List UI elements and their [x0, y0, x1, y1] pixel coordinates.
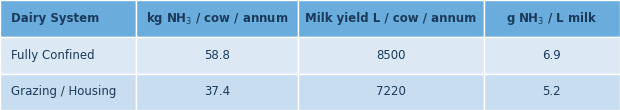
Bar [298, 74, 484, 110]
Bar [136, 37, 298, 74]
Text: g NH$_3$ / L milk: g NH$_3$ / L milk [506, 10, 598, 27]
Text: Grazing / Housing: Grazing / Housing [11, 85, 117, 98]
Bar [136, 74, 298, 110]
Text: kg NH$_3$ / cow / annum: kg NH$_3$ / cow / annum [146, 10, 288, 27]
Text: 8500: 8500 [376, 49, 405, 62]
Bar [0, 37, 136, 74]
Text: Dairy System: Dairy System [11, 12, 99, 25]
Text: Milk yield L / cow / annum: Milk yield L / cow / annum [305, 12, 476, 25]
Bar [298, 37, 484, 74]
Bar [484, 37, 620, 74]
Text: 6.9: 6.9 [542, 49, 561, 62]
Text: 37.4: 37.4 [204, 85, 230, 98]
Text: 58.8: 58.8 [204, 49, 230, 62]
Bar [484, 0, 620, 37]
Text: Fully Confined: Fully Confined [11, 49, 95, 62]
Bar [484, 74, 620, 110]
Bar [136, 0, 298, 37]
Bar [298, 0, 484, 37]
Text: 5.2: 5.2 [542, 85, 561, 98]
Bar [0, 0, 136, 37]
Text: 7220: 7220 [376, 85, 405, 98]
Bar [0, 74, 136, 110]
